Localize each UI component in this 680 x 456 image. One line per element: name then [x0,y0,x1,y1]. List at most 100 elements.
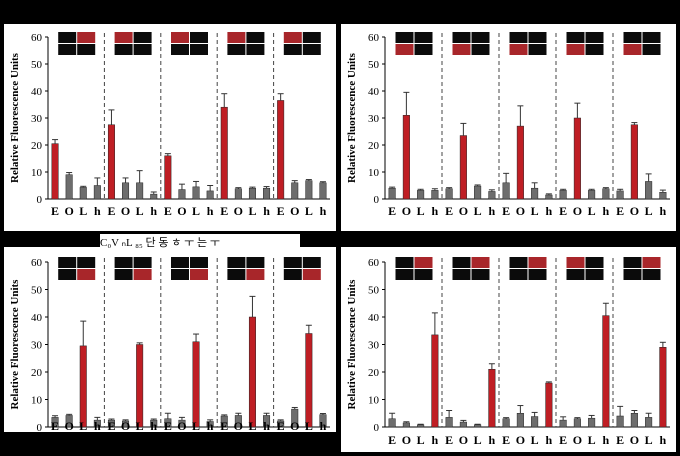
bar [417,424,425,428]
category-label: L [531,433,539,447]
bar [263,187,271,200]
bar [305,333,313,428]
y-tick-label: 30 [31,340,43,352]
fluorescence-thumbnail [114,32,133,43]
fluorescence-thumbnail [77,32,96,43]
fluorescence-thumbnail [509,257,528,268]
bar [474,185,482,200]
fluorescence-thumbnail [133,269,152,280]
bar [150,193,158,200]
y-tick-label: 60 [368,32,380,44]
fluorescence-thumbnail [133,32,152,43]
fluorescence-thumbnail [171,44,189,55]
category-label: O [121,419,130,432]
category-label: E [164,419,172,432]
fluorescence-thumbnail [585,32,604,43]
y-tick-label: 0 [37,422,43,432]
category-label: h [320,419,327,432]
bar [122,420,130,428]
chart-4: Relative Fluorescence Units 0 10 20 30 40 50 60… [346,257,670,447]
fluorescence-thumbnail [471,257,490,268]
category-label: L [474,204,482,218]
fluorescence-thumbnail [642,32,661,43]
fluorescence-thumbnail [227,257,246,268]
bar [220,106,228,200]
fluorescence-thumbnail [58,44,77,55]
fluorescence-thumbnail [623,44,642,55]
category-label: O [234,204,243,218]
y-axis-label: Relative Fluorescence Units [346,52,358,183]
fluorescence-thumbnail [77,269,96,280]
bar [65,415,73,428]
fluorescence-thumbnail [133,44,152,55]
fluorescence-thumbnail [509,32,528,43]
bar [516,413,524,428]
category-label: O [64,419,73,432]
bar [248,316,256,428]
fluorescence-thumbnail [414,32,433,43]
category-label: L [192,419,200,432]
fluorescence-thumbnail [623,32,642,43]
category-label: L [305,204,313,218]
category-label: E [107,204,115,218]
category-label: O [516,433,525,447]
bar [645,417,653,428]
chart-panel-2: Relative Fluorescence Units 0 10 20 30 40 50 60… [341,24,676,231]
fluorescence-thumbnail [395,269,414,280]
category-label: O [64,204,73,218]
category-label: L [248,204,256,218]
fluorescence-thumbnail [642,269,661,280]
bar [51,143,59,200]
fluorescence-thumbnail [585,269,604,280]
category-label: E [51,204,59,218]
bar [136,182,144,200]
bar [630,124,638,200]
fluorescence-thumbnail [246,32,265,43]
category-label: h [489,433,496,447]
bar [305,180,313,200]
y-tick-label: 20 [31,367,43,379]
bar [559,419,567,428]
fluorescence-thumbnail [227,32,246,43]
category-label: L [248,419,256,432]
category-label: O [630,433,639,447]
y-tick-label: 60 [368,257,380,269]
y-tick-label: 30 [31,113,43,125]
bar [65,174,73,200]
fluorescence-thumbnail [528,32,547,43]
fluorescence-thumbnail [395,32,414,43]
fluorescence-thumbnail [452,44,471,55]
category-label: h [660,433,667,447]
y-tick-label: 10 [31,395,43,407]
bar [659,347,667,428]
fluorescence-thumbnail [302,257,321,268]
bar [588,190,596,200]
bar [602,188,610,200]
chart-panel-4: Relative Fluorescence Units 0 10 20 30 40 50 60… [341,247,676,452]
category-label: O [573,204,582,218]
category-label: h [263,419,270,432]
category-label: E [164,204,172,218]
y-tick-label: 20 [31,140,43,152]
y-tick-label: 40 [31,86,43,98]
category-label: O [402,204,411,218]
bar [234,415,242,428]
fluorescence-thumbnail [414,44,433,55]
chart-2: Relative Fluorescence Units 0 10 20 30 40 50 60… [346,32,670,218]
bar [388,418,396,428]
category-label: h [603,204,610,218]
category-label: L [136,204,144,218]
fluorescence-thumbnail [114,44,133,55]
category-label: h [603,433,610,447]
y-tick-label: 50 [368,285,380,297]
fluorescence-thumbnail [414,269,433,280]
fluorescence-thumbnail [77,257,96,268]
fluorescence-thumbnail [395,44,414,55]
category-label: L [417,433,425,447]
fluorescence-thumbnail [190,44,208,55]
category-label: h [150,204,157,218]
bar [616,190,624,200]
category-label: L [645,204,653,218]
fluorescence-thumbnail [190,269,208,280]
fluorescence-thumbnail [133,257,152,268]
